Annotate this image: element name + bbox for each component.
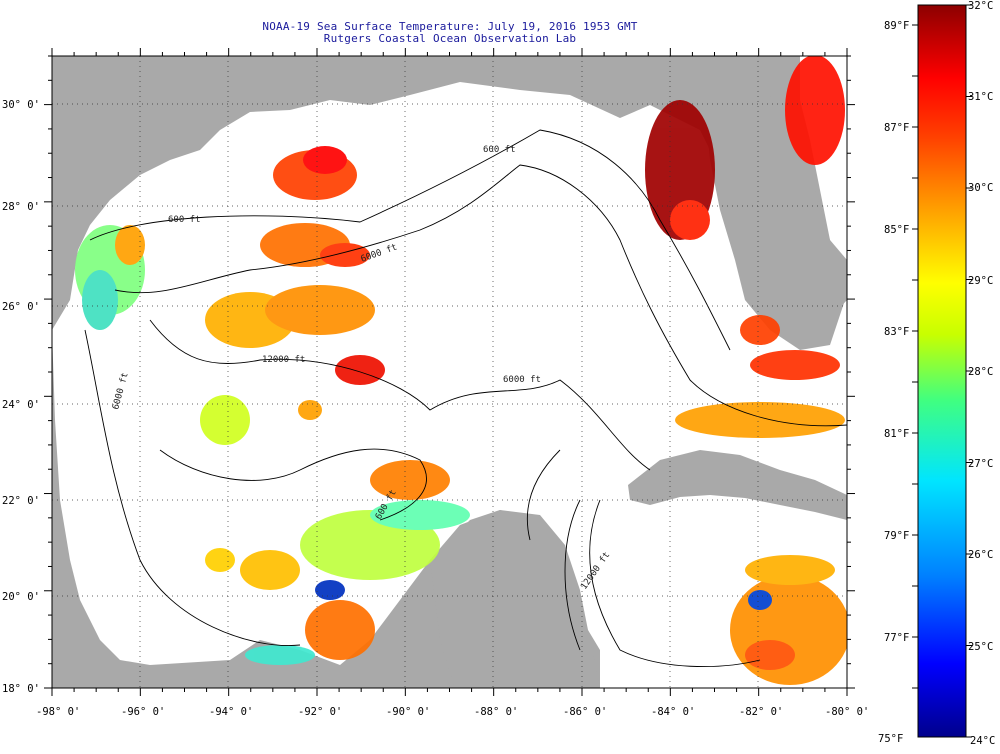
colorbar-label-c: 32°C (968, 0, 993, 12)
y-tick-label: 22° 0' (2, 495, 40, 507)
map-title: NOAA-19 Sea Surface Temperature: July 19… (262, 20, 638, 33)
colorbar-label-c: 24°C (970, 735, 995, 747)
colorbar (917, 4, 967, 738)
contour-label: 12000 ft (262, 355, 305, 365)
colorbar-label-c: 25°C (968, 641, 993, 653)
colorbar-label-f: 79°F (884, 530, 909, 542)
contour-label: 600 ft (168, 215, 201, 225)
colorbar-label-c: 30°C (968, 182, 993, 194)
sst-patches (75, 56, 847, 685)
y-tick-label: 18° 0' (2, 683, 40, 695)
axis-ticks (44, 48, 855, 696)
y-tick-label: 24° 0' (2, 399, 40, 411)
x-tick-label: -80° 0' (825, 706, 869, 718)
colorbar-label-f: 75°F (878, 733, 903, 745)
contour-label: 600 ft (483, 145, 516, 155)
x-tick-label: -82° 0' (739, 706, 783, 718)
x-tick-label: -94° 0' (209, 706, 253, 718)
florida (705, 95, 845, 350)
x-tick-label: -96° 0' (121, 706, 165, 718)
map-subtitle: Rutgers Coastal Ocean Observation Lab (323, 32, 577, 45)
x-tick-label: -92° 0' (298, 706, 342, 718)
x-tick-label: -86° 0' (563, 706, 607, 718)
y-tick-label: 26° 0' (2, 301, 40, 313)
x-axis-labels: -98° 0' -96° 0' -94° 0' -92° 0' -90° 0' … (36, 706, 869, 718)
y-axis-labels: 30° 0' 28° 0' 26° 0' 24° 0' 22° 0' 20° 0… (2, 99, 40, 695)
y-tick-label: 28° 0' (2, 201, 40, 213)
x-tick-label: -98° 0' (36, 706, 80, 718)
colorbar-fahrenheit-labels: 89°F 87°F 85°F 83°F 81°F 79°F 77°F 75°F (878, 20, 909, 745)
colorbar-label-c: 31°C (968, 91, 993, 103)
colorbar-label-f: 89°F (884, 20, 909, 32)
colorbar-label-f: 77°F (884, 632, 909, 644)
x-tick-label: -90° 0' (386, 706, 430, 718)
colorbar-label-f: 85°F (884, 224, 909, 236)
cuba (628, 450, 847, 520)
colorbar-label-c: 27°C (968, 458, 993, 470)
colorbar-label-f: 87°F (884, 122, 909, 134)
x-tick-label: -84° 0' (651, 706, 695, 718)
colorbar-celsius-labels: 32°C 31°C 30°C 29°C 28°C 27°C 26°C 25°C … (968, 0, 995, 747)
graticule (52, 56, 847, 688)
colorbar-ticks (912, 4, 972, 738)
depth-contours (84, 129, 847, 667)
colorbar-label-c: 26°C (968, 549, 993, 561)
colorbar-label-c: 29°C (968, 275, 993, 287)
colorbar-label-f: 81°F (884, 428, 909, 440)
colorbar-label-c: 28°C (968, 366, 993, 378)
y-tick-label: 20° 0' (2, 591, 40, 603)
colorbar-label-f: 83°F (884, 326, 909, 338)
yucatan (430, 510, 600, 688)
contour-label: 6000 ft (503, 375, 541, 385)
x-tick-label: -88° 0' (474, 706, 518, 718)
y-tick-label: 30° 0' (2, 99, 40, 111)
